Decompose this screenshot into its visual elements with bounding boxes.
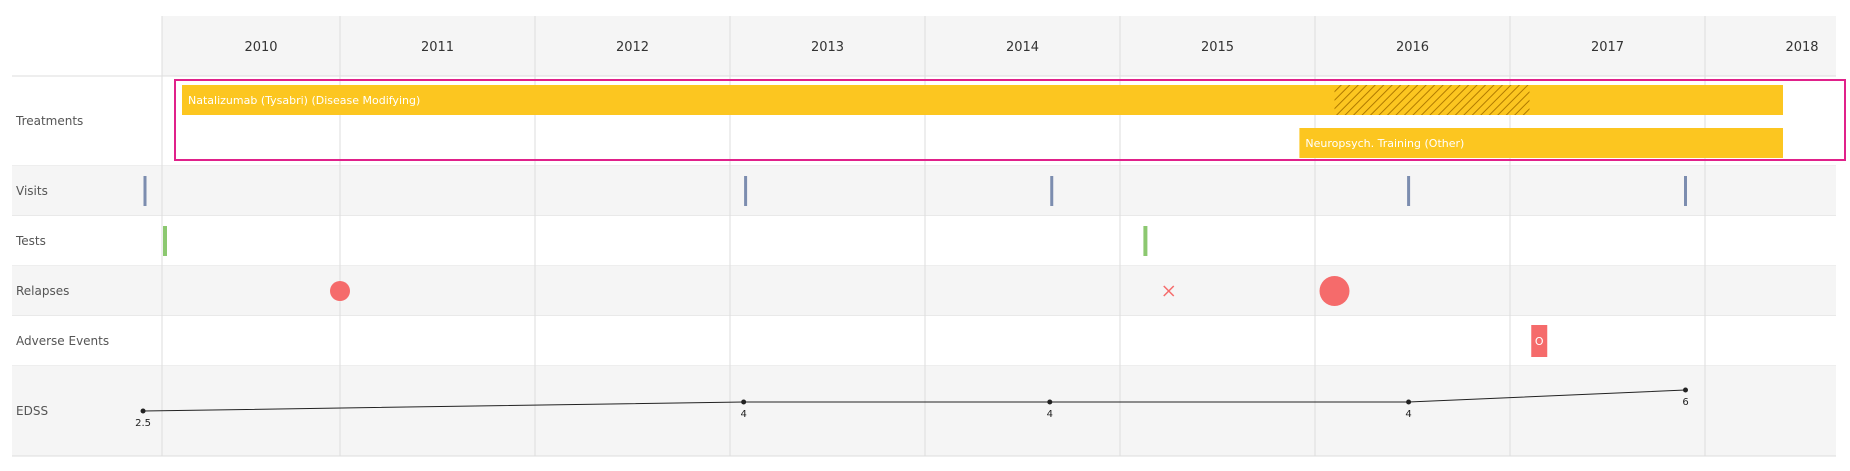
edss-point [1683,387,1688,393]
treatment-bar [1299,128,1783,158]
visit-marker [143,176,147,206]
edss-value-label: 4 [740,409,746,420]
row-label: Adverse Events [16,334,109,348]
edss-point [140,408,146,414]
edss-value-label: 2.5 [135,418,151,429]
year-label: 2017 [1591,40,1624,55]
test-marker [1143,226,1148,256]
treatment-bar [182,85,1783,115]
relapse-marker [1319,276,1350,306]
year-label: 2010 [244,40,277,55]
edss-value-label: 6 [1682,397,1688,408]
year-label: 2016 [1396,40,1429,55]
edss-point [1047,399,1053,405]
edss-lane: 2.5 4 4 4 6 [135,387,1689,429]
visit-marker [1050,176,1054,206]
test-marker [163,226,167,256]
adverse-events-lane: O [1531,325,1548,357]
year-label: 2015 [1201,40,1234,55]
year-label: 2011 [421,40,454,55]
row-background [12,366,1836,456]
relapse-marker [330,281,350,301]
adverse-event-label: O [1535,335,1544,348]
row-label: Relapses [16,284,69,298]
visits-lane [143,176,1687,206]
tests-lane [163,226,1148,256]
edss-value-label: 4 [1047,409,1053,420]
treatments-highlight [174,79,1846,161]
treatment-label: Natalizumab (Tysabri) (Disease Modifying… [188,94,420,107]
row-label: EDSS [16,404,48,418]
year-label: 2013 [811,40,844,55]
row-label: Visits [16,184,48,198]
year-label: 2012 [616,40,649,55]
treatment-label: Neuropsych. Training (Other) [1305,137,1464,150]
visit-marker [744,176,748,206]
header-background [162,16,1836,76]
relapse-cross-marker [1163,285,1175,297]
row-background [12,216,1836,266]
row-backgrounds [12,16,1836,457]
row-label: Tests [15,234,46,248]
row-background [12,166,1836,216]
year-header: 2010 2011 2012 2013 2014 2015 2016 2017 2018 [244,40,1818,55]
treatment-hatch [1334,85,1530,115]
row-label: Treatments [15,114,83,128]
edss-value-label: 4 [1405,409,1411,420]
year-label: 2014 [1006,40,1039,55]
row-background [12,316,1836,366]
relapses-lane [330,276,1350,306]
year-label: 2018 [1785,40,1818,55]
edss-point [1406,399,1412,405]
row-labels: Treatments Visits Tests Relapses Adverse Eve… [15,114,109,418]
adverse-event-marker [1531,325,1548,357]
visit-marker [1407,176,1411,206]
treatments-lane: Natalizumab (Tysabri) (Disease Modifying… [174,79,1846,161]
edss-point [741,399,747,405]
visit-marker [1684,176,1687,206]
row-background [12,266,1836,316]
